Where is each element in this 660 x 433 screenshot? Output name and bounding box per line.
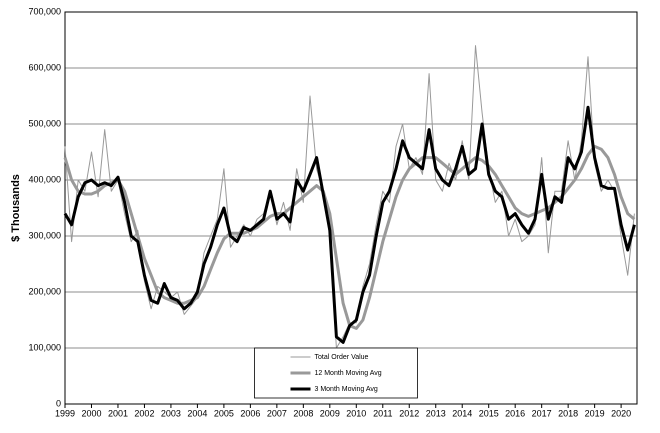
x-tick-label: 2009 <box>320 408 340 418</box>
x-tick-label: 2000 <box>81 408 101 418</box>
x-tick-label: 2017 <box>532 408 552 418</box>
x-tick-label: 2016 <box>505 408 525 418</box>
x-tick-label: 2002 <box>134 408 154 418</box>
x-tick-label: 2019 <box>585 408 605 418</box>
y-tick-label: 0 <box>56 398 61 408</box>
legend-label: Total Order Value <box>315 354 369 361</box>
y-tick-label: 700,000 <box>28 6 61 16</box>
y-axis-label: $ Thousands <box>10 174 22 242</box>
x-tick-label: 2012 <box>399 408 419 418</box>
x-tick-label: 2006 <box>240 408 260 418</box>
x-tick-label: 1999 <box>55 408 75 418</box>
x-tick-label: 2010 <box>346 408 366 418</box>
x-tick-label: 2018 <box>558 408 578 418</box>
x-tick-label: 2014 <box>452 408 472 418</box>
x-tick-label: 2004 <box>187 408 207 418</box>
y-tick-label: 500,000 <box>28 118 61 128</box>
x-tick-label: 2013 <box>426 408 446 418</box>
y-tick-label: 300,000 <box>28 230 61 240</box>
x-tick-label: 2011 <box>373 408 392 418</box>
y-tick-label: 200,000 <box>28 286 61 296</box>
x-tick-label: 2001 <box>108 408 128 418</box>
legend-label: 3 Month Moving Avg <box>315 386 378 393</box>
y-tick-label: 100,000 <box>28 342 61 352</box>
legend-label: 12 Month Moving Avg <box>315 370 382 377</box>
plot-border <box>64 11 638 405</box>
y-tick-label: 600,000 <box>28 62 61 72</box>
x-tick-label: 2003 <box>161 408 181 418</box>
x-tick-label: 2020 <box>611 408 631 418</box>
x-tick-label: 2008 <box>293 408 313 418</box>
x-tick-label: 2005 <box>214 408 234 418</box>
x-tick-label: 2007 <box>267 408 287 418</box>
series-line <box>63 105 636 344</box>
series-line <box>64 45 635 349</box>
y-tick-label: 400,000 <box>28 174 61 184</box>
x-tick-label: 2015 <box>479 408 499 418</box>
legend-box <box>254 347 418 399</box>
